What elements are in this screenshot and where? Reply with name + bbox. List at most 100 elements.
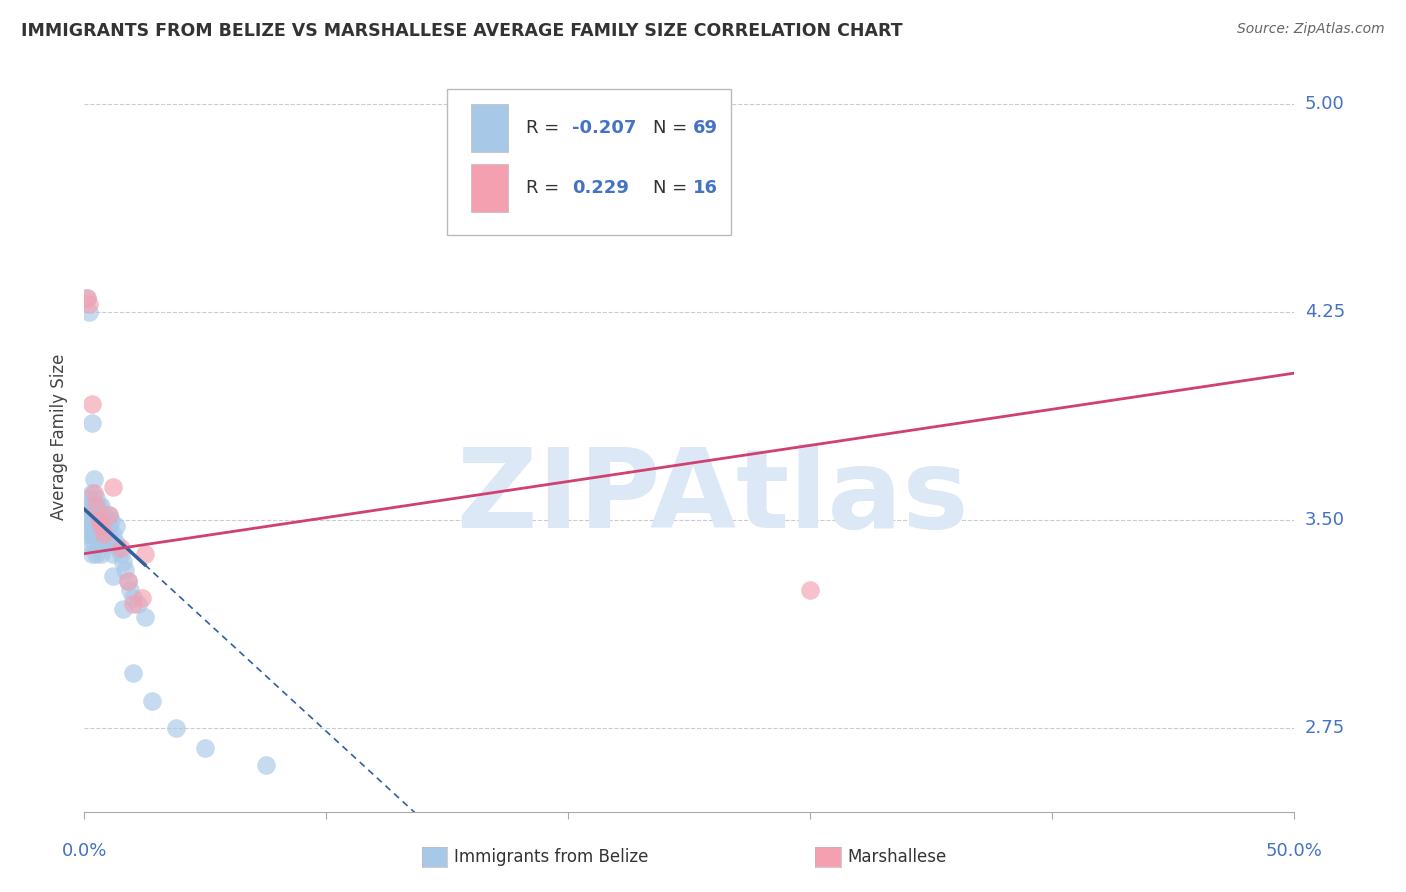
- Text: N =: N =: [652, 119, 693, 136]
- Point: [114, 563, 136, 577]
- Point: [76, 500, 98, 514]
- Point: [83, 472, 105, 486]
- Text: R =: R =: [526, 178, 565, 196]
- Point: [117, 574, 139, 589]
- Point: [77, 305, 100, 319]
- Point: [86, 491, 108, 505]
- Point: [94, 535, 117, 549]
- Point: [83, 519, 105, 533]
- Point: [80, 527, 103, 541]
- Point: [107, 541, 129, 555]
- Point: [80, 547, 103, 561]
- Point: [97, 519, 120, 533]
- Y-axis label: Average Family Size: Average Family Size: [49, 354, 67, 520]
- Point: [86, 500, 108, 514]
- Point: [121, 597, 143, 611]
- Point: [86, 547, 108, 561]
- Point: [83, 500, 105, 514]
- Point: [86, 508, 108, 522]
- Point: [93, 527, 115, 541]
- Point: [87, 513, 110, 527]
- Text: ZIPAtlas: ZIPAtlas: [457, 443, 969, 550]
- Text: R =: R =: [526, 119, 565, 136]
- Point: [87, 519, 110, 533]
- Point: [93, 508, 115, 522]
- Point: [86, 500, 108, 514]
- Point: [90, 519, 112, 533]
- Point: [93, 527, 115, 541]
- Point: [194, 740, 217, 755]
- Point: [165, 722, 187, 736]
- Point: [134, 547, 156, 561]
- Point: [254, 757, 277, 772]
- Text: Immigrants from Belize: Immigrants from Belize: [454, 848, 648, 866]
- Point: [117, 574, 139, 589]
- Point: [77, 535, 100, 549]
- Text: Source: ZipAtlas.com: Source: ZipAtlas.com: [1237, 22, 1385, 37]
- Point: [104, 535, 127, 549]
- Text: 50.0%: 50.0%: [1265, 842, 1322, 860]
- Text: 4.25: 4.25: [1305, 303, 1346, 321]
- Point: [110, 547, 132, 561]
- Point: [77, 297, 100, 311]
- Point: [90, 535, 112, 549]
- Point: [87, 500, 110, 514]
- FancyBboxPatch shape: [447, 88, 731, 235]
- Point: [97, 508, 120, 522]
- Point: [90, 500, 112, 514]
- Point: [76, 527, 98, 541]
- FancyBboxPatch shape: [471, 103, 508, 153]
- Point: [90, 519, 112, 533]
- Point: [90, 547, 112, 561]
- Point: [97, 508, 120, 522]
- Point: [97, 527, 120, 541]
- Point: [77, 519, 100, 533]
- Point: [90, 519, 112, 533]
- Text: 2.75: 2.75: [1305, 720, 1346, 738]
- Text: 3.50: 3.50: [1305, 511, 1344, 529]
- Point: [80, 397, 103, 411]
- Text: 16: 16: [693, 178, 717, 196]
- Point: [87, 535, 110, 549]
- Point: [110, 541, 132, 555]
- Point: [86, 513, 108, 527]
- Point: [100, 513, 122, 527]
- Point: [93, 519, 115, 533]
- Text: IMMIGRANTS FROM BELIZE VS MARSHALLESE AVERAGE FAMILY SIZE CORRELATION CHART: IMMIGRANTS FROM BELIZE VS MARSHALLESE AV…: [21, 22, 903, 40]
- Point: [83, 485, 105, 500]
- Text: 5.00: 5.00: [1305, 95, 1344, 113]
- Point: [80, 416, 103, 430]
- FancyBboxPatch shape: [471, 163, 508, 212]
- Point: [77, 491, 100, 505]
- Point: [87, 508, 110, 522]
- Point: [103, 480, 125, 494]
- Point: [141, 694, 163, 708]
- Point: [103, 527, 125, 541]
- Point: [80, 513, 103, 527]
- Point: [121, 591, 143, 605]
- Text: 69: 69: [693, 119, 717, 136]
- Point: [80, 500, 103, 514]
- Text: 0.0%: 0.0%: [62, 842, 107, 860]
- Point: [86, 527, 108, 541]
- Point: [134, 610, 156, 624]
- Point: [121, 665, 143, 680]
- Point: [103, 547, 125, 561]
- Point: [94, 513, 117, 527]
- Point: [103, 569, 125, 583]
- Text: Marshallese: Marshallese: [848, 848, 948, 866]
- Point: [87, 513, 110, 527]
- Text: -0.207: -0.207: [572, 119, 636, 136]
- Point: [76, 291, 98, 305]
- Point: [799, 582, 821, 597]
- Point: [83, 508, 105, 522]
- Point: [80, 485, 103, 500]
- Point: [76, 513, 98, 527]
- Point: [112, 602, 135, 616]
- Point: [112, 555, 135, 569]
- Text: N =: N =: [652, 178, 693, 196]
- Text: 0.229: 0.229: [572, 178, 628, 196]
- Point: [120, 582, 142, 597]
- Point: [77, 508, 100, 522]
- Point: [93, 527, 115, 541]
